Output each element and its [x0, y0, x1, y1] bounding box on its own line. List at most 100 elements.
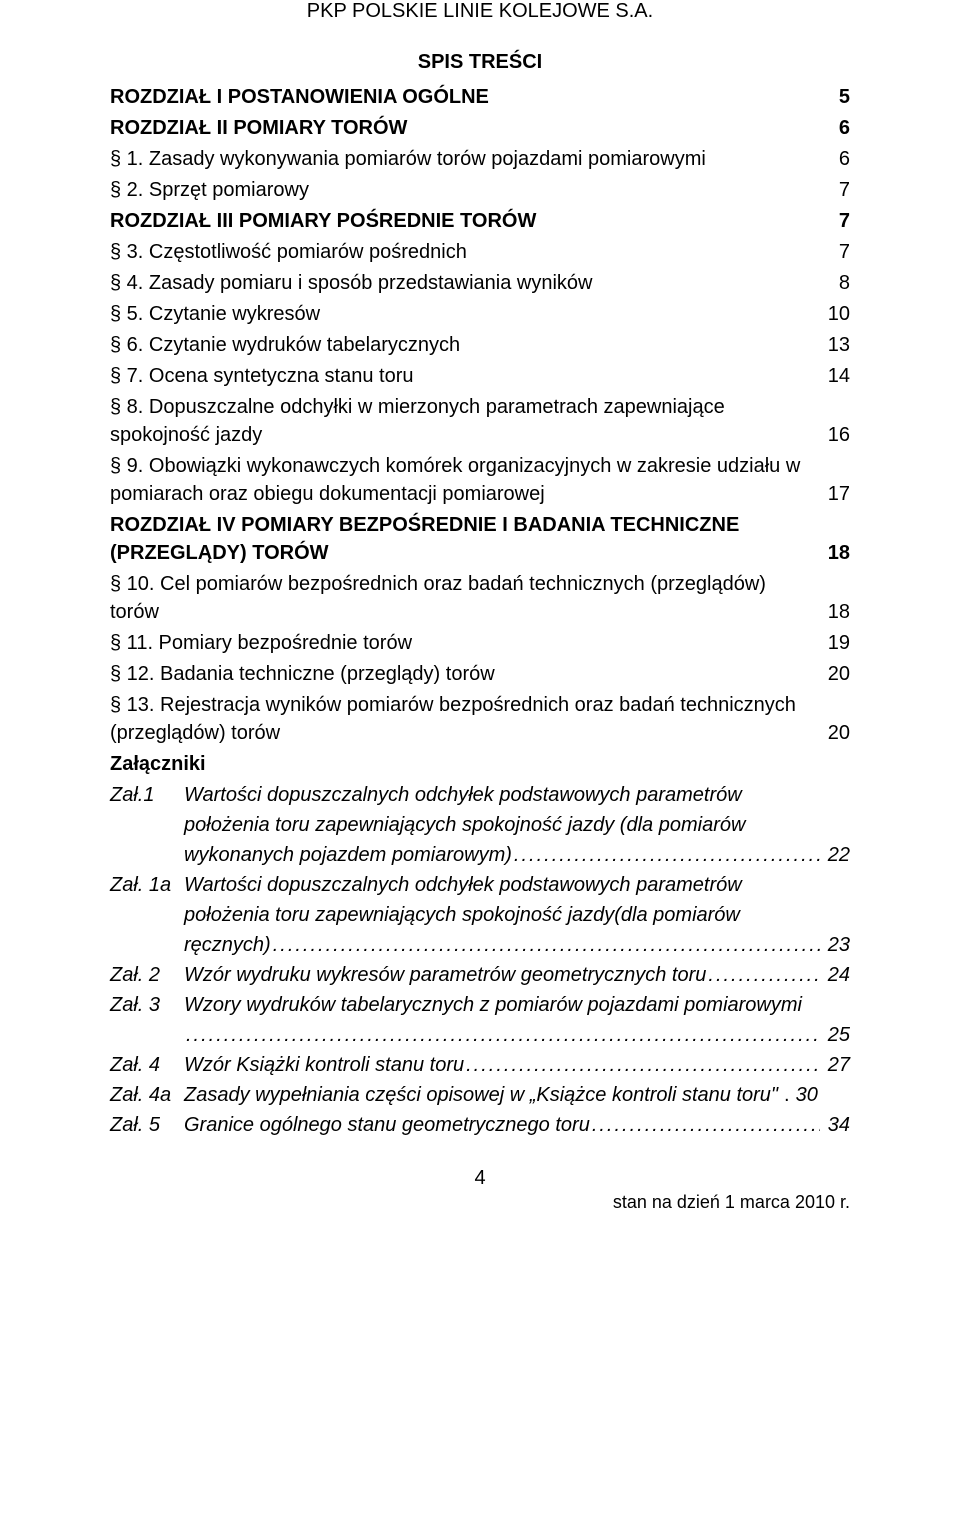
toc-label: pomiarach oraz obiegu dokumentacji pomia…	[110, 481, 545, 508]
attachment-page: 25	[822, 1022, 850, 1049]
toc-label: § 4. Zasady pomiaru i sposób przedstawia…	[110, 270, 592, 297]
toc-page: 6	[831, 146, 850, 173]
toc-label: § 3. Częstotliwość pomiarów pośrednich	[110, 239, 467, 266]
toc-page: 6	[831, 115, 850, 142]
attachment-page: 24	[822, 962, 850, 989]
attachment-label: Zał.1	[110, 782, 184, 809]
footer-date: stan na dzień 1 marca 2010 r.	[110, 1192, 850, 1213]
toc-section-11: § 11. Pomiary bezpośrednie torów 19	[110, 630, 850, 657]
toc-section-6: § 6. Czytanie wydruków tabelarycznych 13	[110, 332, 850, 359]
company-header: PKP POLSKIE LINIE KOLEJOWE S.A.	[110, 0, 850, 23]
toc-label: § 6. Czytanie wydruków tabelarycznych	[110, 332, 460, 359]
toc-page: 20	[820, 661, 850, 688]
attachment-2: Zał. 2Wzór wydruku wykresów parametrów g…	[110, 962, 850, 989]
toc-page: 19	[820, 630, 850, 657]
attachment-page: 27	[822, 1052, 850, 1079]
attachments-heading: Załączniki	[110, 751, 850, 778]
toc-label: § 8. Dopuszczalne odchyłki w mierzonych …	[110, 394, 725, 421]
attachment-text: Wzór wydruku wykresów parametrów geometr…	[184, 964, 706, 986]
toc-label: § 5. Czytanie wykresów	[110, 301, 320, 328]
attachment-text: Wartości dopuszczalnych odchyłek podstaw…	[184, 784, 742, 806]
toc-chapter-2: ROZDZIAŁ II POMIARY TORÓW 6	[110, 115, 850, 142]
toc-label: § 9. Obowiązki wykonawczych komórek orga…	[110, 453, 800, 480]
leader-dots	[186, 1022, 820, 1049]
attachment-label: Zał. 5	[110, 1112, 184, 1139]
toc-section-8: § 8. Dopuszczalne odchyłki w mierzonych …	[110, 394, 850, 449]
toc-page: 8	[831, 270, 850, 297]
attachment-text: Wartości dopuszczalnych odchyłek podstaw…	[184, 874, 742, 896]
leader-dots	[708, 962, 819, 989]
toc-page: 7	[831, 239, 850, 266]
toc-section-10: § 10. Cel pomiarów bezpośrednich oraz ba…	[110, 571, 850, 626]
toc-page: 17	[820, 481, 850, 508]
toc-label: § 7. Ocena syntetyczna stanu toru	[110, 363, 414, 390]
attachment-1: Zał.1Wartości dopuszczalnych odchyłek po…	[110, 782, 850, 869]
attachment-text: Zasady wypełniania części opisowej w „Ks…	[184, 1084, 778, 1106]
toc-title: SPIS TREŚCI	[110, 51, 850, 74]
toc-label: torów	[110, 599, 159, 626]
attachment-label: Zał. 4	[110, 1052, 184, 1079]
toc-page: 13	[820, 332, 850, 359]
attachment-3: Zał. 3Wzory wydruków tabelarycznych z po…	[110, 992, 850, 1049]
toc-page: 18	[820, 540, 850, 567]
toc-page: 18	[820, 599, 850, 626]
toc-section-7: § 7. Ocena syntetyczna stanu toru 14	[110, 363, 850, 390]
leader-dots	[592, 1112, 820, 1139]
toc-page: 14	[820, 363, 850, 390]
toc-section-3: § 3. Częstotliwość pomiarów pośrednich 7	[110, 239, 850, 266]
toc-section-5: § 5. Czytanie wykresów 10	[110, 301, 850, 328]
attachment-label: Zał. 2	[110, 962, 184, 989]
attachment-text: położenia toru zapewniających spokojność…	[110, 902, 850, 929]
toc-label: § 10. Cel pomiarów bezpośrednich oraz ba…	[110, 571, 766, 598]
toc-section-1: § 1. Zasady wykonywania pomiarów torów p…	[110, 146, 850, 173]
attachment-label: Zał. 3	[110, 992, 184, 1019]
toc-label: § 1. Zasady wykonywania pomiarów torów p…	[110, 146, 706, 173]
attachment-text: ręcznych)	[184, 932, 271, 959]
toc-label: § 2. Sprzęt pomiarowy	[110, 177, 309, 204]
toc-section-4: § 4. Zasady pomiaru i sposób przedstawia…	[110, 270, 850, 297]
document-page: PKP POLSKIE LINIE KOLEJOWE S.A. SPIS TRE…	[0, 0, 960, 1521]
attachment-text: Wzory wydruków tabelarycznych z pomiarów…	[184, 994, 802, 1016]
toc-page: 7	[831, 208, 850, 235]
toc-label: ROZDZIAŁ IV POMIARY BEZPOŚREDNIE I BADAN…	[110, 512, 739, 539]
attachment-1a: Zał. 1aWartości dopuszczalnych odchyłek …	[110, 872, 850, 959]
toc-section-12: § 12. Badania techniczne (przeglądy) tor…	[110, 661, 850, 688]
attachment-text: wykonanych pojazdem pomiarowym)	[184, 842, 512, 869]
toc-chapter-1: ROZDZIAŁ I POSTANOWIENIA OGÓLNE 5	[110, 84, 850, 111]
attachment-text: położenia toru zapewniających spokojność…	[110, 812, 850, 839]
toc-page: 20	[820, 720, 850, 747]
toc-chapter-3: ROZDZIAŁ III POMIARY POŚREDNIE TORÓW 7	[110, 208, 850, 235]
toc-page: 16	[820, 422, 850, 449]
toc-label: Załączniki	[110, 751, 206, 778]
attachment-4a: Zał. 4aZasady wypełniania części opisowe…	[110, 1082, 850, 1109]
toc-label: (PRZEGLĄDY) TORÓW	[110, 540, 329, 567]
toc-label: ROZDZIAŁ I POSTANOWIENIA OGÓLNE	[110, 84, 489, 111]
toc-label: § 11. Pomiary bezpośrednie torów	[110, 630, 412, 657]
toc-section-9: § 9. Obowiązki wykonawczych komórek orga…	[110, 453, 850, 508]
attachment-label: Zał. 4a	[110, 1082, 184, 1109]
attachment-text: Granice ogólnego stanu geometrycznego to…	[184, 1114, 590, 1136]
leader-dots	[273, 932, 820, 959]
attachment-5: Zał. 5Granice ogólnego stanu geometryczn…	[110, 1112, 850, 1139]
toc-label: § 13. Rejestracja wyników pomiarów bezpo…	[110, 692, 796, 719]
attachment-4: Zał. 4Wzór Książki kontroli stanu toru 2…	[110, 1052, 850, 1079]
leader-dots	[514, 842, 820, 869]
attachment-label: Zał. 1a	[110, 872, 184, 899]
toc-label: (przeglądów) torów	[110, 720, 280, 747]
attachment-page: 23	[822, 932, 850, 959]
toc-section-2: § 2. Sprzęt pomiarowy 7	[110, 177, 850, 204]
toc-chapter-4: ROZDZIAŁ IV POMIARY BEZPOŚREDNIE I BADAN…	[110, 512, 850, 567]
toc-label: § 12. Badania techniczne (przeglądy) tor…	[110, 661, 495, 688]
attachment-page: 22	[822, 842, 850, 869]
toc-page: 7	[831, 177, 850, 204]
toc-label: spokojność jazdy	[110, 422, 262, 449]
leader-dots	[466, 1052, 820, 1079]
toc-label: ROZDZIAŁ II POMIARY TORÓW	[110, 115, 407, 142]
attachment-page: 34	[822, 1112, 850, 1139]
attachment-page: 30	[790, 1082, 818, 1109]
toc-page: 10	[820, 301, 850, 328]
page-number: 4	[110, 1167, 850, 1190]
toc-label: ROZDZIAŁ III POMIARY POŚREDNIE TORÓW	[110, 208, 536, 235]
toc-section-13: § 13. Rejestracja wyników pomiarów bezpo…	[110, 692, 850, 747]
attachment-text: Wzór Książki kontroli stanu toru	[184, 1054, 464, 1076]
